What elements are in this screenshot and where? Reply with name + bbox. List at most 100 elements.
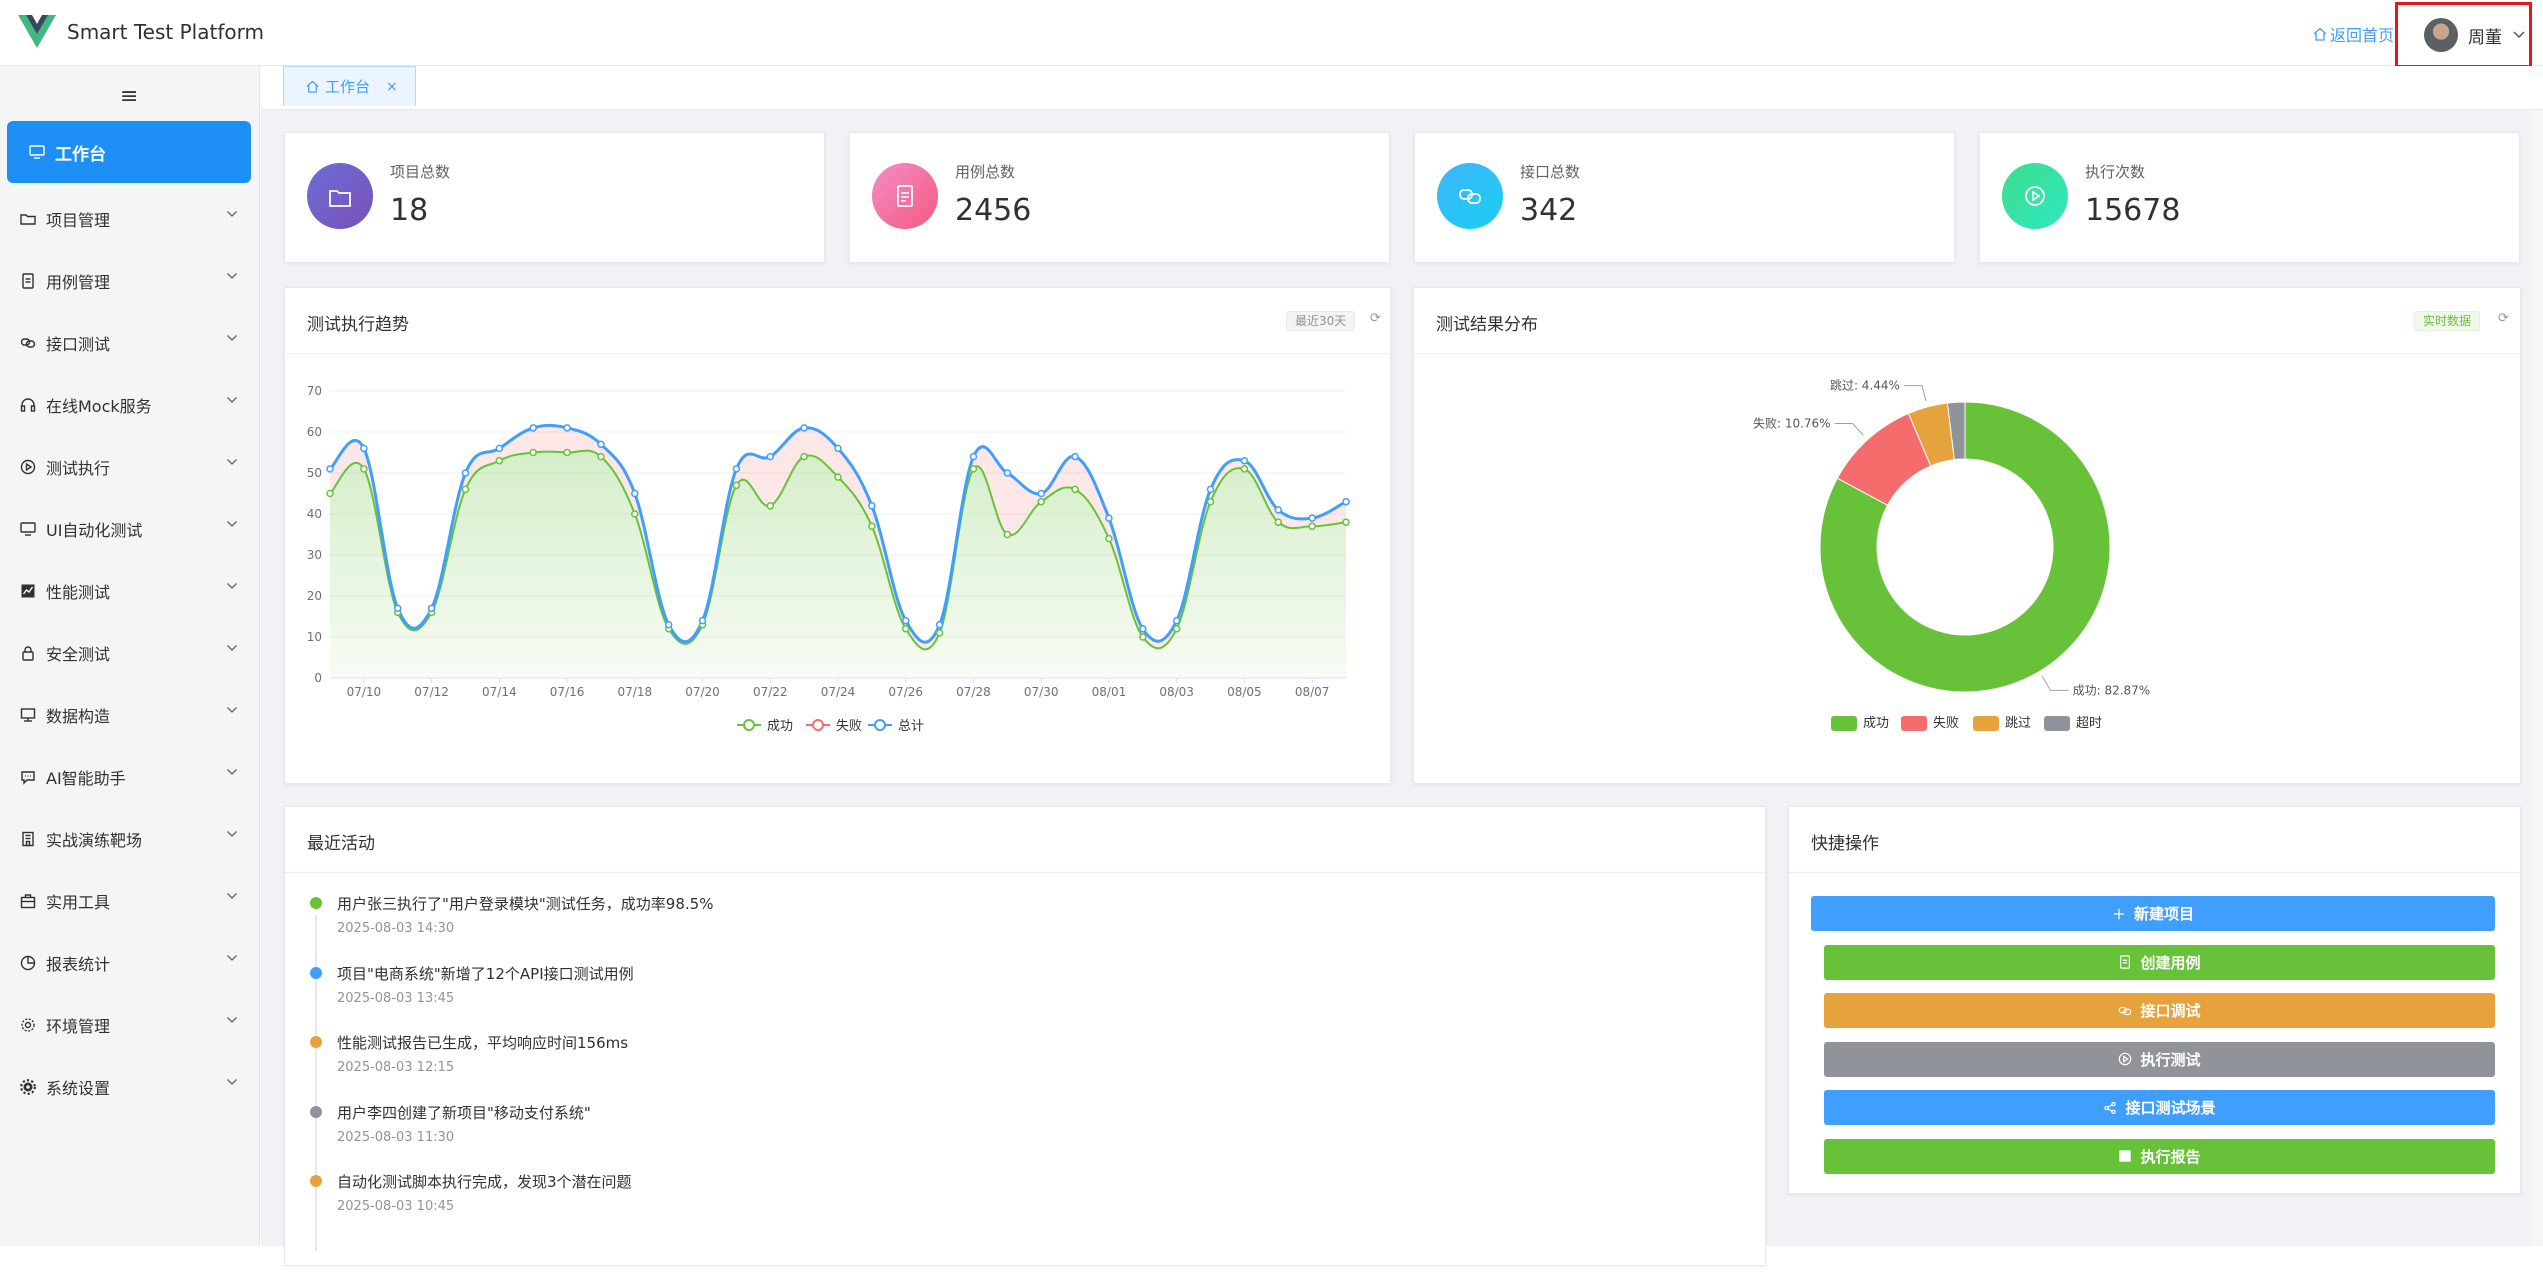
data-point-总计[interactable] (664, 620, 673, 629)
data-point-成功[interactable] (800, 452, 808, 461)
close-icon[interactable]: × (386, 78, 398, 95)
data-point-成功[interactable] (326, 489, 334, 498)
tab-workbench[interactable]: 工作台 × (283, 66, 416, 106)
quick-button-3[interactable]: 接口调试 (1824, 993, 2495, 1028)
data-point-总计[interactable] (698, 616, 707, 625)
legend-label[interactable]: 总计 (898, 719, 924, 734)
data-point-总计[interactable] (732, 465, 741, 473)
sidebar-item-9[interactable]: 数据构造 (0, 684, 260, 746)
data-point-成功[interactable] (360, 465, 368, 473)
legend-marker[interactable] (743, 719, 755, 731)
quick-button-6[interactable]: 执行报告 (1824, 1138, 2495, 1174)
data-point-总计[interactable] (1308, 514, 1316, 522)
data-point-总计[interactable] (766, 452, 775, 461)
data-point-总计[interactable] (1206, 485, 1215, 494)
home-link[interactable]: 返回首页 (2313, 22, 2394, 46)
data-point-总计[interactable] (393, 604, 402, 613)
data-point-成功[interactable] (1071, 485, 1079, 494)
data-point-总计[interactable] (1342, 497, 1350, 506)
data-point-成功[interactable] (1037, 497, 1045, 506)
legend-swatch[interactable] (1901, 716, 1927, 731)
data-point-成功[interactable] (1139, 633, 1147, 641)
data-point-成功[interactable] (868, 522, 876, 531)
data-point-总计[interactable] (1172, 616, 1181, 625)
legend-marker[interactable] (812, 719, 824, 731)
data-point-成功[interactable] (597, 452, 605, 461)
data-point-成功[interactable] (1274, 518, 1283, 526)
sidebar-item-workbench[interactable]: 工作台 (7, 121, 251, 183)
quick-button-2[interactable]: 创建用例 (1824, 944, 2495, 980)
quick-button-1[interactable]: 新建项目 (1811, 896, 2495, 931)
sidebar-item-12[interactable]: 实用工具 (0, 870, 260, 932)
sidebar-item-1[interactable]: 项目管理 (0, 188, 260, 250)
data-point-总计[interactable] (360, 444, 368, 453)
refresh-icon[interactable]: ⟳ (2498, 311, 2509, 326)
pie-slice-成功[interactable] (1819, 401, 2111, 693)
data-point-总计[interactable] (597, 440, 605, 449)
legend-label[interactable]: 跳过 (2005, 716, 2031, 731)
data-point-成功[interactable] (529, 448, 537, 457)
data-point-总计[interactable] (1003, 469, 1012, 477)
data-point-成功[interactable] (461, 485, 470, 494)
legend-swatch[interactable] (2044, 716, 2070, 731)
sidebar-toggle[interactable]: ≡ (120, 84, 139, 109)
legend-marker[interactable] (874, 719, 886, 731)
data-point-成功[interactable] (631, 510, 639, 518)
data-point-成功[interactable] (1172, 625, 1181, 633)
pie-slice-超时[interactable] (1946, 401, 1966, 461)
sidebar-item-15[interactable]: 系统设置 (0, 1056, 260, 1118)
data-point-总计[interactable] (326, 465, 334, 473)
quick-button-5[interactable]: 接口测试场景 (1824, 1090, 2495, 1125)
sidebar-item-8[interactable]: 安全测试 (0, 622, 260, 684)
sidebar-item-6[interactable]: UI自动化测试 (0, 498, 260, 560)
data-point-成功[interactable] (563, 448, 571, 457)
data-point-成功[interactable] (1003, 530, 1012, 539)
data-point-成功[interactable] (766, 502, 775, 510)
data-point-总计[interactable] (1274, 506, 1283, 514)
sidebar-item-5[interactable]: 测试执行 (0, 436, 260, 498)
data-point-成功[interactable] (495, 456, 504, 465)
page-scrollbar[interactable] (2532, 110, 2543, 1246)
data-point-总计[interactable] (1105, 514, 1113, 522)
data-point-成功[interactable] (901, 625, 910, 633)
legend-label[interactable]: 失败 (1933, 716, 1959, 731)
data-point-成功[interactable] (834, 473, 842, 481)
legend-label[interactable]: 成功 (767, 719, 793, 734)
refresh-icon[interactable]: ⟳ (1370, 311, 1381, 326)
user-menu[interactable]: 周董 (2395, 2, 2532, 68)
sidebar-item-10[interactable]: AI智能助手 (0, 746, 260, 808)
data-point-成功[interactable] (969, 465, 978, 473)
legend-swatch[interactable] (1831, 716, 1857, 731)
data-point-总计[interactable] (495, 444, 504, 453)
legend-label[interactable]: 超时 (2076, 716, 2102, 731)
data-point-成功[interactable] (935, 629, 944, 637)
data-point-总计[interactable] (834, 444, 842, 453)
data-point-总计[interactable] (563, 424, 571, 432)
legend-label[interactable]: 成功 (1863, 716, 1889, 731)
data-point-成功[interactable] (1308, 522, 1316, 531)
data-point-总计[interactable] (529, 424, 537, 432)
data-point-总计[interactable] (935, 620, 944, 629)
data-point-总计[interactable] (1071, 452, 1079, 461)
sidebar-item-11[interactable]: 实战演练靶场 (0, 808, 260, 870)
sidebar-item-14[interactable]: 环境管理 (0, 994, 260, 1056)
data-point-总计[interactable] (427, 604, 436, 613)
sidebar-item-3[interactable]: 接口测试 (0, 312, 260, 374)
sidebar-item-2[interactable]: 用例管理 (0, 250, 260, 312)
data-point-成功[interactable] (1240, 465, 1249, 473)
data-point-总计[interactable] (1037, 489, 1045, 498)
data-point-总计[interactable] (800, 424, 808, 432)
data-point-总计[interactable] (901, 616, 910, 625)
data-point-总计[interactable] (1139, 625, 1147, 633)
data-point-总计[interactable] (868, 502, 876, 510)
data-point-成功[interactable] (1342, 518, 1350, 526)
data-point-总计[interactable] (631, 489, 639, 498)
sidebar-item-13[interactable]: 报表统计 (0, 932, 260, 994)
data-point-成功[interactable] (732, 481, 741, 490)
legend-label[interactable]: 失败 (836, 719, 862, 734)
sidebar-item-4[interactable]: 在线Mock服务 (0, 374, 260, 436)
data-point-成功[interactable] (1206, 497, 1215, 506)
data-point-总计[interactable] (969, 452, 978, 461)
sidebar-item-7[interactable]: 性能测试 (0, 560, 260, 622)
quick-button-4[interactable]: 执行测试 (1824, 1041, 2495, 1077)
